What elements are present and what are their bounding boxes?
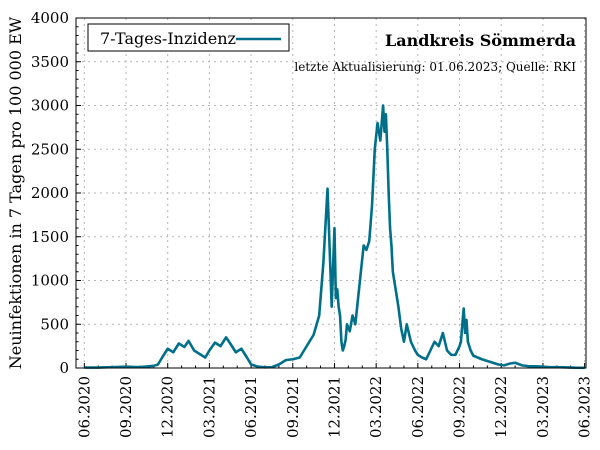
x-tick-label: 06.2022: [409, 376, 427, 438]
y-tick-label: 1500: [31, 228, 69, 246]
plot-frame: [75, 17, 587, 369]
legend-box: [87, 23, 290, 52]
x-tick-label: 12.2021: [325, 376, 343, 438]
y-tick-label: 1000: [31, 272, 69, 290]
y-axis-ticks: 0 500 1000 1500 2000 2500 3000 3500 4000: [31, 9, 81, 377]
x-axis-ticks: 06.2020 09.2020 12.2020 03.2021 06.2021 09.20…: [75, 363, 594, 438]
x-tick-label: 03.2022: [367, 376, 385, 438]
y-tick-label: 0: [59, 359, 69, 377]
x-tick-label: 12.2022: [492, 376, 510, 438]
y-tick-label: 2500: [31, 140, 69, 158]
x-tick-label: 06.2023: [576, 376, 594, 438]
x-tick-label: 09.2022: [451, 376, 469, 438]
x-tick-label: 09.2020: [117, 376, 135, 438]
chart-title: Landkreis Sömmerda: [385, 31, 576, 50]
y-tick-label: 500: [40, 315, 69, 333]
y-axis-title: Neuinfektionen in 7 Tagen pro 100 000 EW: [6, 16, 25, 369]
y-tick-label: 2000: [31, 184, 69, 202]
x-tick-label: 06.2020: [75, 376, 93, 438]
legend-label: 7-Tages-Inzidenz: [100, 29, 236, 48]
y-tick-label: 4000: [31, 9, 69, 27]
x-tick-label: 06.2021: [242, 376, 260, 438]
chart-subtitle: letzte Aktualisierung: 01.06.2023; Quell…: [294, 60, 576, 74]
x-tick-label: 03.2023: [534, 376, 552, 438]
x-tick-label: 09.2021: [284, 376, 302, 438]
grid: [76, 18, 586, 368]
x-tick-label: 03.2021: [200, 376, 218, 438]
y-tick-label: 3000: [31, 97, 69, 115]
x-tick-label: 12.2020: [159, 376, 177, 438]
series-line-7-tage-inzidenz: [84, 104, 585, 370]
y-tick-label: 3500: [31, 53, 69, 71]
legend: 7-Tages-Inzidenz: [87, 23, 290, 52]
